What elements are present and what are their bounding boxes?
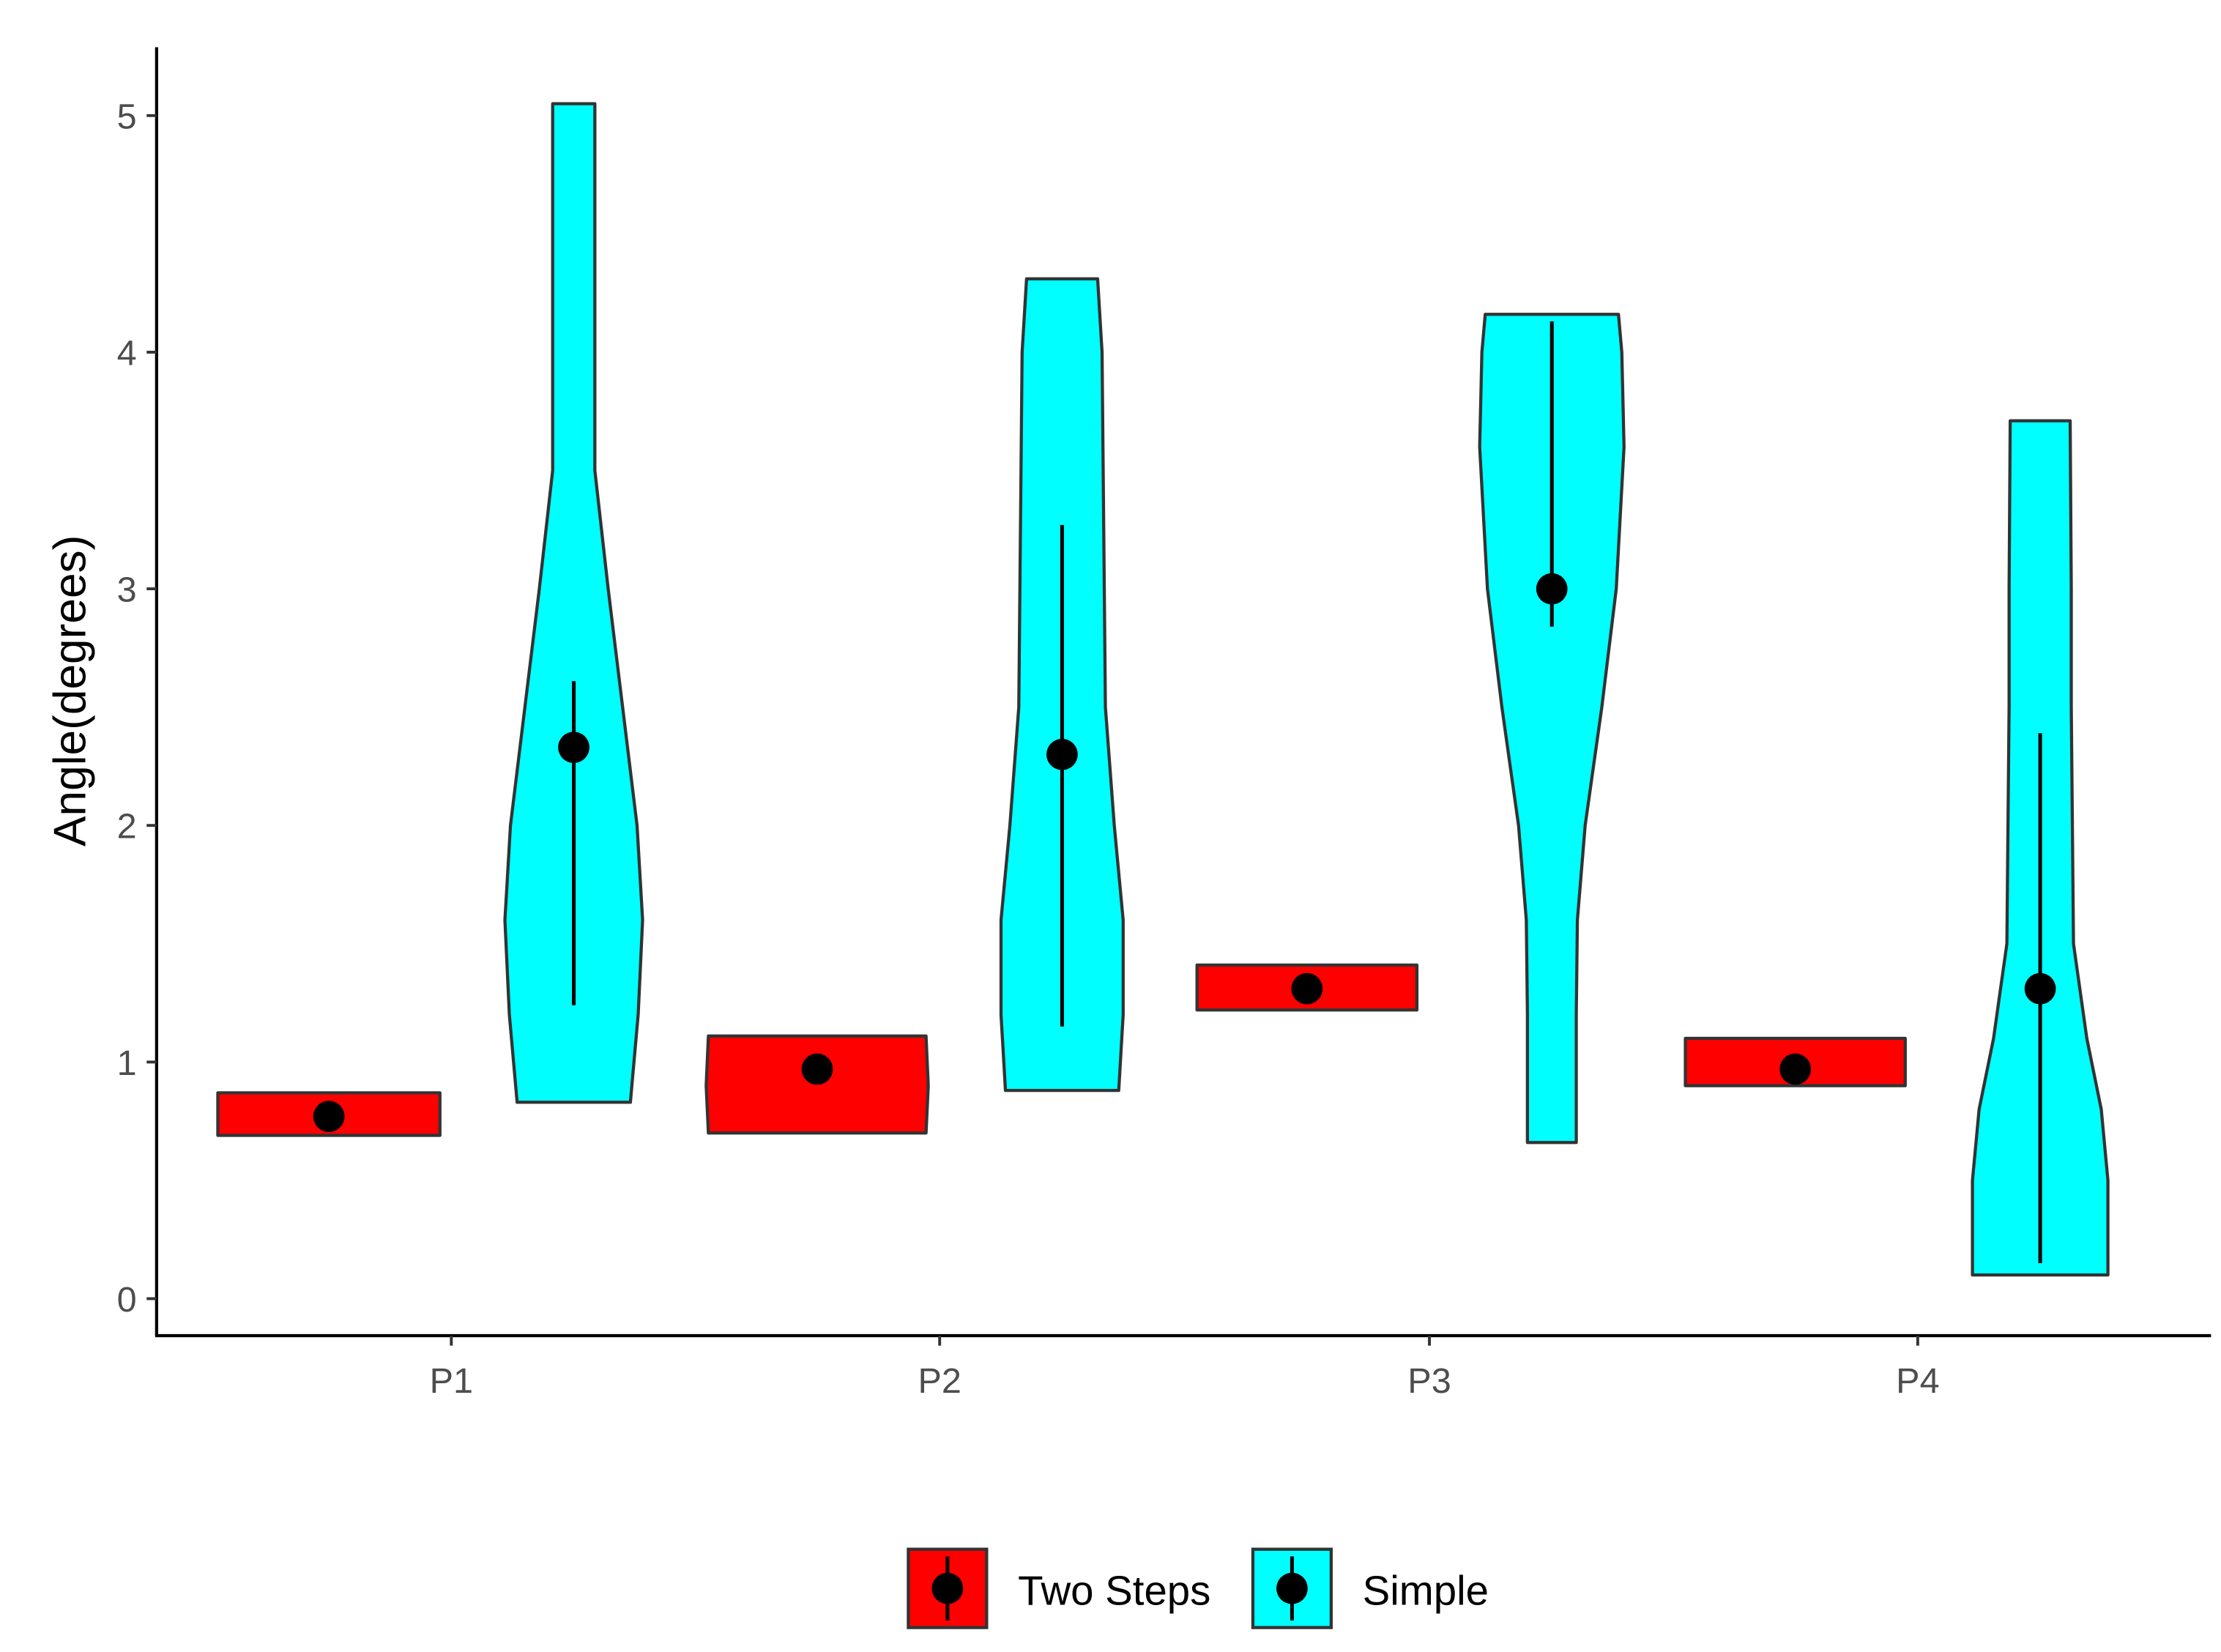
mean-point [558,732,589,763]
x-tick-label: P3 [1407,1361,1451,1401]
x-tick-label: P4 [1896,1361,1939,1401]
legend-key-point [931,1572,964,1604]
violin-simple-p3 [1478,313,1626,1145]
x-ticks: P1 P2 P3 P4 [430,1336,1940,1401]
legend: Two Steps Simple [907,1547,1489,1629]
y-tick-label: 4 [117,333,137,373]
y-tick-label: 3 [117,570,137,610]
mean-point [1291,972,1323,1005]
legend-label: Two Steps [1018,1567,1210,1613]
y-tick-label: 1 [117,1043,137,1083]
plot-marks [216,102,2110,1277]
y-ticks: 0 1 2 3 4 5 [117,97,157,1320]
y-tick-label: 2 [117,807,137,847]
mean-point [2024,972,2056,1005]
y-tick-label: 0 [117,1280,137,1320]
mean-point [801,1053,833,1085]
legend-key-point [1276,1572,1308,1604]
y-axis-label: Angle(degrees) [45,535,96,847]
mean-point [1046,738,1078,770]
mean-point [1779,1053,1812,1085]
y-tick-label: 5 [117,97,137,136]
mean-point [313,1101,345,1133]
legend-label: Simple [1363,1567,1489,1613]
x-tick-label: P2 [918,1361,961,1401]
violin-simple-p1 [503,102,644,1104]
mean-point [1536,573,1568,605]
x-tick-label: P1 [430,1361,473,1401]
